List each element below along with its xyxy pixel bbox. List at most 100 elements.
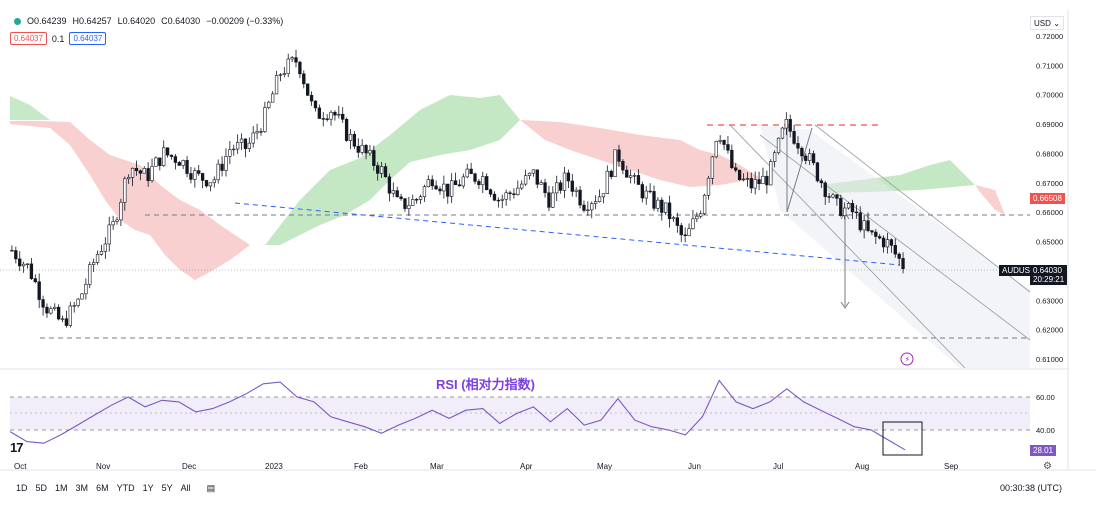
candle-body — [769, 161, 773, 186]
candle-body — [854, 211, 859, 214]
candle-body — [625, 169, 629, 178]
candle-body — [185, 160, 189, 174]
candle-body — [267, 101, 271, 108]
candle-body — [84, 284, 88, 295]
candle-body — [282, 73, 286, 75]
candle-body — [741, 178, 746, 181]
timeframe-1d[interactable]: 1D — [16, 483, 28, 493]
candle-body — [699, 213, 703, 217]
price-tick-label: 0.66000 — [1036, 208, 1063, 217]
candle-body — [325, 118, 329, 120]
candle-body — [831, 194, 835, 198]
price-tick-label: 0.72000 — [1036, 32, 1063, 41]
candle-body — [418, 196, 423, 200]
candle-body — [224, 156, 228, 171]
rsi-highlight-box — [882, 421, 923, 456]
candle-body — [422, 186, 427, 198]
candles — [10, 49, 905, 328]
price-axis[interactable]: 0.72000 0.71000 0.70000 0.69000 0.68000 0.670… — [1036, 32, 1063, 435]
timeframe-5y[interactable]: 5Y — [161, 483, 173, 493]
candle-body — [321, 118, 325, 120]
tradingview-logo[interactable]: 17 — [10, 440, 24, 455]
time-axis[interactable]: Oct Nov Dec 2023 Feb Mar Apr May Jun Jul Aug Sep — [14, 462, 959, 471]
time-tick-label: Nov — [96, 462, 110, 471]
timeframe-3m[interactable]: 3M — [75, 483, 89, 493]
price-tick-label: 0.67000 — [1036, 179, 1063, 188]
indicator-legend[interactable]: 0.64037 0.1 0.64037 — [10, 32, 107, 45]
candle-body — [60, 318, 65, 320]
candle-body — [68, 305, 72, 326]
candle-body — [870, 230, 874, 233]
candle-body — [734, 167, 738, 171]
candle-body — [333, 111, 337, 116]
candle-body — [457, 184, 462, 187]
ichimoku-cloud-red-3 — [975, 185, 1005, 215]
candle-body — [590, 203, 594, 211]
candle-body — [45, 306, 49, 314]
candle-body — [660, 199, 664, 213]
candle-body — [866, 220, 870, 231]
candle-body — [243, 138, 248, 149]
candle-body — [18, 258, 22, 267]
candle-body — [796, 143, 800, 149]
candle-body — [648, 190, 652, 193]
candle-body — [426, 179, 430, 187]
candle-body — [259, 131, 263, 133]
candle-body — [586, 209, 590, 211]
ohlc-low: L0.64020 — [117, 16, 156, 26]
candle-body — [130, 167, 135, 178]
candle-body — [251, 132, 255, 144]
candle-body — [617, 149, 621, 162]
countdown: 20:29:21 — [1033, 275, 1065, 284]
timeframe-ytd[interactable]: YTD — [116, 483, 135, 493]
candle-body — [691, 218, 695, 230]
measure-arrow-down-head — [840, 301, 850, 309]
candle-body — [212, 179, 216, 184]
indicator-value-left[interactable]: 0.64037 — [10, 32, 47, 45]
candle-body — [843, 207, 847, 216]
candle-body — [313, 100, 318, 109]
timeframe-1m[interactable]: 1M — [55, 483, 68, 493]
candle-body — [726, 144, 730, 151]
timeframe-1y[interactable]: 1Y — [142, 483, 154, 493]
candle-body — [551, 192, 555, 208]
candle-body — [263, 107, 267, 132]
utc-clock[interactable]: 00:30:38 (UTC) — [999, 483, 1062, 493]
timeframe-6m[interactable]: 6M — [96, 483, 109, 493]
candle-body — [317, 107, 322, 119]
candle-body — [808, 153, 812, 161]
candle-body — [481, 176, 485, 186]
candle-body — [37, 281, 41, 300]
candle-body — [531, 169, 536, 174]
candle-body — [379, 166, 384, 174]
candle-body — [788, 119, 792, 132]
candle-body — [629, 175, 633, 178]
indicator-value-right[interactable]: 0.64037 — [69, 32, 107, 45]
candle-body — [722, 139, 726, 145]
candle-body — [858, 212, 862, 231]
candle-body — [776, 137, 781, 154]
candle-body — [10, 250, 14, 252]
candle-body — [889, 239, 894, 246]
gear-icon[interactable]: ⚙ — [1043, 461, 1052, 472]
currency-selector[interactable]: USD ⌄ — [1030, 16, 1064, 30]
candle-body — [309, 95, 314, 102]
timeframe-all[interactable]: All — [180, 483, 191, 493]
date-range-icon[interactable]: ▤ — [206, 482, 216, 493]
candle-body — [453, 180, 458, 186]
ichimoku-cloud-red — [10, 121, 250, 280]
candle-body — [162, 147, 166, 166]
lightning-icon[interactable] — [900, 352, 914, 366]
candle-body — [496, 199, 501, 202]
candle-body — [527, 172, 532, 176]
time-tick-label: Aug — [855, 462, 869, 471]
price-tick-label: 0.69000 — [1036, 120, 1063, 129]
candle-body — [56, 306, 61, 320]
candle-body — [411, 199, 415, 206]
candle-body — [893, 245, 897, 255]
candle-body — [294, 57, 298, 63]
timeframe-5d[interactable]: 5D — [35, 483, 48, 493]
ohlc-close: C0.64030 — [161, 16, 201, 26]
ohlc-high: H0.64257 — [72, 16, 112, 26]
